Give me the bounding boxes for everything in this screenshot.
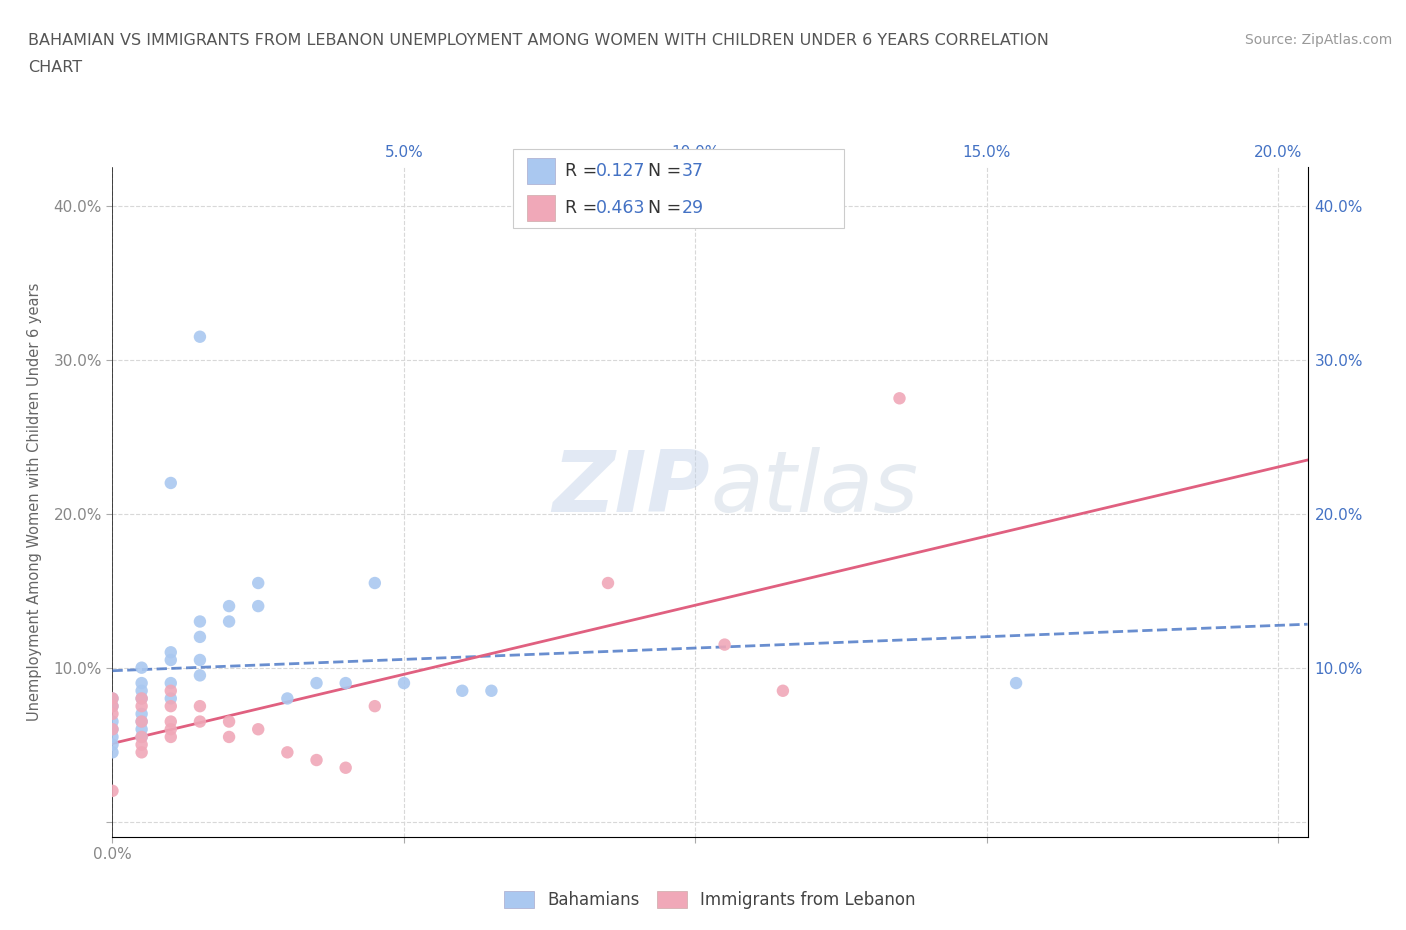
Text: atlas: atlas bbox=[710, 447, 918, 530]
Point bbox=[101, 698, 124, 713]
Point bbox=[247, 722, 270, 737]
Point bbox=[159, 653, 181, 668]
Point bbox=[131, 714, 153, 729]
Point bbox=[101, 707, 124, 722]
Point bbox=[247, 576, 270, 591]
Point bbox=[364, 698, 387, 713]
Point bbox=[188, 668, 211, 683]
Point bbox=[159, 698, 181, 713]
Text: ZIP: ZIP bbox=[553, 447, 710, 530]
Point bbox=[188, 714, 211, 729]
Point bbox=[101, 745, 124, 760]
Point bbox=[131, 675, 153, 690]
Point bbox=[159, 722, 181, 737]
Point bbox=[131, 691, 153, 706]
Y-axis label: Unemployment Among Women with Children Under 6 years: Unemployment Among Women with Children U… bbox=[28, 283, 42, 722]
Point bbox=[335, 761, 357, 776]
Point bbox=[335, 675, 357, 690]
Point bbox=[131, 684, 153, 698]
Point bbox=[101, 729, 124, 744]
Point bbox=[159, 729, 181, 744]
Text: Source: ZipAtlas.com: Source: ZipAtlas.com bbox=[1244, 33, 1392, 46]
Point bbox=[772, 684, 794, 698]
Point bbox=[1005, 675, 1028, 690]
Point bbox=[188, 698, 211, 713]
Point bbox=[131, 707, 153, 722]
Point bbox=[101, 722, 124, 737]
Point bbox=[364, 576, 387, 591]
Point bbox=[305, 675, 328, 690]
Point bbox=[188, 329, 211, 344]
Point bbox=[247, 599, 270, 614]
Point bbox=[218, 714, 240, 729]
Point bbox=[131, 729, 153, 744]
Point bbox=[481, 684, 503, 698]
Text: N =: N = bbox=[637, 199, 686, 217]
Point bbox=[101, 714, 124, 729]
Point bbox=[188, 614, 211, 629]
Point bbox=[159, 675, 181, 690]
Point bbox=[218, 599, 240, 614]
Point bbox=[131, 660, 153, 675]
Text: 29: 29 bbox=[682, 199, 704, 217]
Point bbox=[159, 691, 181, 706]
Point bbox=[596, 576, 619, 591]
Text: 0.463: 0.463 bbox=[596, 199, 645, 217]
Point bbox=[131, 714, 153, 729]
Point bbox=[218, 729, 240, 744]
Point bbox=[101, 698, 124, 713]
Point bbox=[451, 684, 474, 698]
Point bbox=[101, 691, 124, 706]
Point bbox=[131, 729, 153, 744]
Text: R =: R = bbox=[565, 199, 603, 217]
Point bbox=[276, 691, 298, 706]
Text: 0.127: 0.127 bbox=[596, 162, 645, 179]
Point bbox=[101, 691, 124, 706]
Point bbox=[131, 691, 153, 706]
Point bbox=[889, 391, 911, 405]
Point bbox=[159, 684, 181, 698]
Point bbox=[713, 637, 735, 652]
Point bbox=[305, 752, 328, 767]
Point bbox=[392, 675, 415, 690]
Text: 37: 37 bbox=[682, 162, 704, 179]
Point bbox=[218, 614, 240, 629]
Point bbox=[101, 737, 124, 752]
Point bbox=[159, 475, 181, 490]
Point bbox=[159, 644, 181, 659]
Text: CHART: CHART bbox=[28, 60, 82, 75]
Text: N =: N = bbox=[637, 162, 686, 179]
Point bbox=[101, 783, 124, 798]
Point bbox=[159, 714, 181, 729]
Point bbox=[131, 737, 153, 752]
Text: BAHAMIAN VS IMMIGRANTS FROM LEBANON UNEMPLOYMENT AMONG WOMEN WITH CHILDREN UNDER: BAHAMIAN VS IMMIGRANTS FROM LEBANON UNEM… bbox=[28, 33, 1049, 47]
Legend: Bahamians, Immigrants from Lebanon: Bahamians, Immigrants from Lebanon bbox=[498, 884, 922, 916]
Text: R =: R = bbox=[565, 162, 603, 179]
Point bbox=[276, 745, 298, 760]
Point bbox=[188, 630, 211, 644]
Point bbox=[101, 722, 124, 737]
Point bbox=[188, 653, 211, 668]
Point bbox=[131, 745, 153, 760]
Point bbox=[131, 698, 153, 713]
Point bbox=[131, 722, 153, 737]
